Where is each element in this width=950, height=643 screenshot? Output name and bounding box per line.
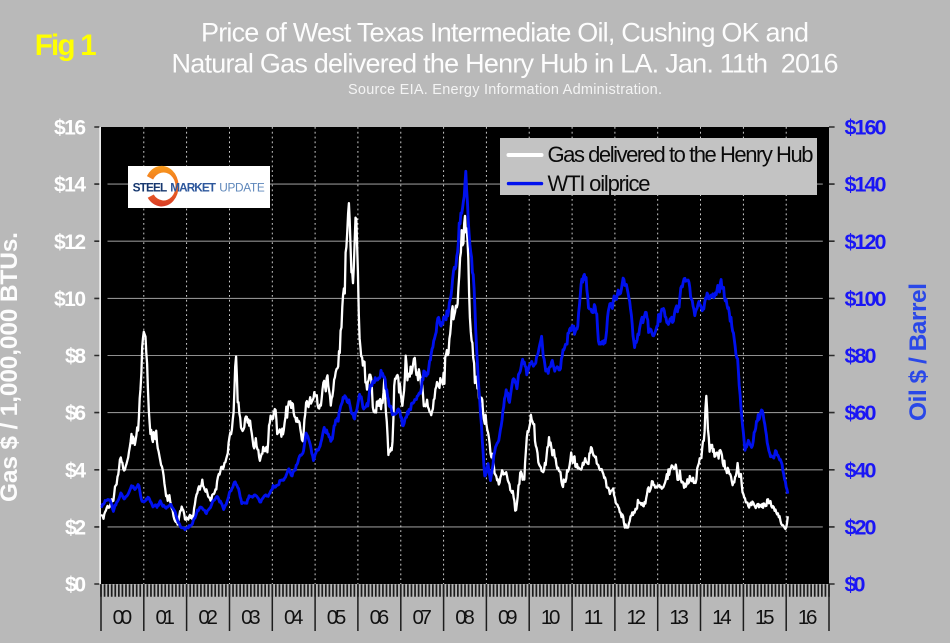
- svg-text:$0: $0: [65, 574, 86, 597]
- svg-text:$40: $40: [845, 458, 877, 482]
- svg-text:09: 09: [498, 606, 518, 629]
- svg-text:10: 10: [541, 606, 561, 629]
- svg-text:$20: $20: [845, 516, 877, 540]
- svg-text:$160: $160: [845, 116, 887, 140]
- svg-text:$120: $120: [845, 230, 887, 254]
- svg-text:$2: $2: [65, 517, 86, 540]
- svg-text:$6: $6: [65, 402, 86, 425]
- svg-text:$14: $14: [54, 174, 86, 197]
- svg-text:Gas delivered to the Henry Hub: Gas delivered to the Henry Hub: [548, 142, 814, 167]
- svg-text:Gas $ / 1,000,000 BTUs.: Gas $ / 1,000,000 BTUs.: [0, 232, 23, 502]
- svg-text:04: 04: [284, 606, 304, 629]
- svg-text:00: 00: [113, 606, 132, 629]
- svg-text:15: 15: [755, 606, 775, 629]
- svg-text:14: 14: [712, 606, 732, 629]
- svg-text:16: 16: [798, 606, 818, 629]
- svg-text:$4: $4: [65, 459, 86, 482]
- svg-text:WTI oilprice: WTI oilprice: [548, 171, 651, 196]
- svg-text:06: 06: [370, 606, 390, 629]
- svg-text:$60: $60: [845, 401, 877, 425]
- svg-text:$12: $12: [54, 231, 86, 254]
- svg-text:Source EIA. Energy Information: Source EIA. Energy Information Administr…: [348, 82, 662, 98]
- svg-text:MARKET: MARKET: [170, 180, 216, 194]
- svg-text:01: 01: [155, 606, 175, 629]
- svg-text:$0: $0: [845, 573, 866, 597]
- svg-text:$8: $8: [65, 345, 86, 368]
- svg-text:Oil $ / Barrel: Oil $ / Barrel: [905, 283, 932, 421]
- svg-text:$100: $100: [845, 287, 887, 311]
- svg-text:Natural Gas delivered the Henr: Natural Gas delivered the Henry Hub in L…: [172, 49, 839, 79]
- svg-text:11: 11: [584, 606, 604, 629]
- svg-text:$140: $140: [845, 173, 887, 197]
- svg-text:02: 02: [198, 606, 218, 629]
- svg-text:12: 12: [627, 606, 647, 629]
- svg-text:05: 05: [327, 606, 347, 629]
- svg-text:07: 07: [412, 606, 432, 629]
- svg-text:$10: $10: [54, 288, 86, 311]
- svg-text:$16: $16: [54, 117, 86, 140]
- svg-text:Price of West Texas Intermedia: Price of West Texas Intermediate Oil, Cu…: [201, 18, 809, 48]
- svg-text:UPDATE: UPDATE: [219, 180, 265, 194]
- svg-text:13: 13: [669, 606, 689, 629]
- svg-text:08: 08: [455, 606, 475, 629]
- svg-text:Fig 1: Fig 1: [35, 29, 97, 62]
- svg-text:03: 03: [241, 606, 261, 629]
- svg-text:$80: $80: [845, 344, 877, 368]
- svg-text:STEEL: STEEL: [133, 180, 168, 194]
